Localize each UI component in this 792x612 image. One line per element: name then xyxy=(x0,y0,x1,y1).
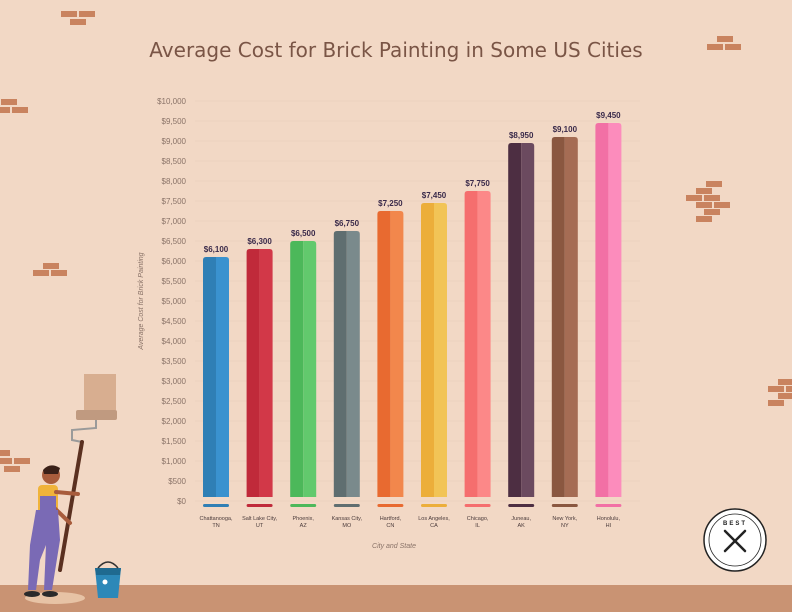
bar-right-half xyxy=(564,137,578,497)
brand-logo: BEST xyxy=(703,508,767,572)
x-tick-label: Kansas City, xyxy=(332,516,363,522)
x-tick-label: IL xyxy=(475,523,480,529)
paint-tools-icon xyxy=(723,529,747,553)
x-tick-label: Chicago, xyxy=(467,516,489,522)
y-tick-label: $8,000 xyxy=(162,177,187,186)
y-tick-label: $3,000 xyxy=(162,377,187,386)
y-tick-label: $7,500 xyxy=(162,197,187,206)
bar-left-half xyxy=(246,249,260,497)
x-tick-label: New York, xyxy=(552,516,577,522)
bar-base xyxy=(595,504,622,507)
bar-value-label: $7,450 xyxy=(422,191,447,200)
y-tick-label: $3,500 xyxy=(162,357,187,366)
bar-left-half xyxy=(203,257,216,497)
bar-right-half xyxy=(259,249,273,497)
x-axis-label: City and State xyxy=(372,543,416,550)
x-tick-label: AK xyxy=(518,523,526,529)
y-tick-label: $4,500 xyxy=(162,317,187,326)
bar-base xyxy=(290,504,317,507)
bar-left-half xyxy=(464,191,478,497)
bar-value-label: $6,100 xyxy=(204,245,229,254)
y-tick-label: $9,500 xyxy=(162,117,187,126)
bar-value-label: $9,100 xyxy=(553,125,578,134)
bar-base xyxy=(551,504,578,507)
bar-right-half xyxy=(216,257,229,497)
bar-left-half xyxy=(551,137,565,497)
bar-value-label: $7,750 xyxy=(465,179,490,188)
bar-base xyxy=(377,504,404,507)
ground-strip xyxy=(0,585,792,612)
y-tick-label: $0 xyxy=(177,497,186,506)
y-tick-label: $6,000 xyxy=(162,257,187,266)
y-tick-label: $500 xyxy=(168,477,186,486)
x-tick-label: HI xyxy=(606,523,612,529)
y-tick-label: $6,500 xyxy=(162,237,187,246)
x-tick-label: CA xyxy=(430,523,438,529)
logo-text: BEST xyxy=(723,521,747,527)
x-tick-label: Honolulu, xyxy=(597,516,621,522)
x-tick-label: AZ xyxy=(300,523,308,529)
y-tick-label: $5,500 xyxy=(162,277,187,286)
bar-series: $6,100 $6,300 $6,500 $6,750 $7,250 $7,450 $7,7… xyxy=(203,111,622,507)
bar-base xyxy=(333,504,360,507)
x-tick-label: Phoenix, xyxy=(292,516,314,522)
bar-value-label: $6,300 xyxy=(247,237,272,246)
y-tick-label: $2,500 xyxy=(162,397,187,406)
bar-value-label: $6,500 xyxy=(291,229,316,238)
bar-right-half xyxy=(608,123,622,497)
bar-left-half xyxy=(508,143,522,497)
x-tick-label: Hartford, xyxy=(380,516,402,522)
x-tick-label: TN xyxy=(212,523,219,529)
y-tick-label: $8,500 xyxy=(162,157,187,166)
bar-left-half xyxy=(421,203,434,497)
x-tick-label: Los Angeles, xyxy=(418,516,450,522)
x-tick-label: UT xyxy=(256,523,264,529)
y-tick-label: $9,000 xyxy=(162,137,187,146)
bar-left-half xyxy=(595,123,609,497)
bar-right-half xyxy=(390,211,404,497)
bar-base xyxy=(421,504,447,507)
x-tick-label: MO xyxy=(342,523,352,529)
bar-value-label: $6,750 xyxy=(335,219,360,228)
bar-left-half xyxy=(377,211,391,497)
bar-right-half xyxy=(434,203,447,497)
x-tick-label: Chattanooga, xyxy=(199,516,232,522)
y-tick-label: $7,000 xyxy=(162,217,187,226)
x-tick-label: NY xyxy=(561,523,569,529)
bar-right-half xyxy=(477,191,491,497)
bar-right-half xyxy=(303,241,317,497)
y-axis-label: Average Cost for Brick Painting xyxy=(138,252,145,350)
chart-title: Average Cost for Brick Painting in Some … xyxy=(149,38,642,62)
brick-decoration xyxy=(0,11,792,472)
y-tick-label: $2,000 xyxy=(162,417,187,426)
x-tick-label: CN xyxy=(386,523,394,529)
y-axis-ticks: $0 $500 $1,000 $1,500 $2,000 $2,500 $3,000 $3,5… xyxy=(157,97,186,506)
bar-base xyxy=(464,504,491,507)
y-tick-label: $1,500 xyxy=(162,437,187,446)
x-tick-label: Juneau, xyxy=(511,516,531,522)
bar-base xyxy=(203,504,229,507)
y-tick-label: $10,000 xyxy=(157,97,186,106)
bar-base xyxy=(508,504,535,507)
painter-illustration xyxy=(24,374,121,604)
bar-value-label: $7,250 xyxy=(378,199,403,208)
y-tick-label: $5,000 xyxy=(162,297,187,306)
bar-value-label: $9,450 xyxy=(596,111,621,120)
bar-left-half xyxy=(290,241,304,497)
bar-right-half xyxy=(346,231,360,497)
y-tick-label: $4,000 xyxy=(162,337,187,346)
bar-left-half xyxy=(333,231,347,497)
x-tick-label: Salt Lake City, xyxy=(242,516,278,522)
y-tick-label: $1,000 xyxy=(162,457,187,466)
bar-base xyxy=(246,504,273,507)
bar-right-half xyxy=(521,143,535,497)
bar-value-label: $8,950 xyxy=(509,131,534,140)
